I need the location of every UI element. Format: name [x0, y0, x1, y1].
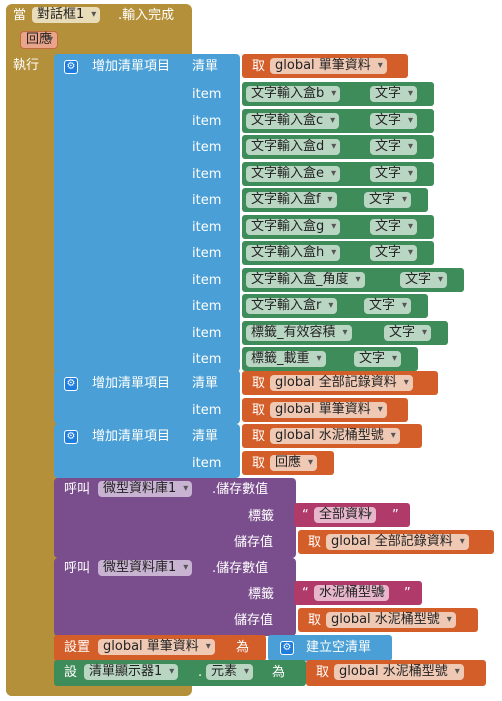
text-value[interactable]: 全部資料 — [314, 507, 377, 523]
get-label: 取 — [308, 613, 322, 628]
create-empty-list-label: 建立空清單 — [306, 640, 372, 655]
event-when-label: 當 — [13, 8, 27, 23]
var-dropdown[interactable]: global 水泥桶型號 — [270, 428, 400, 444]
add-items-label: 增加清單項目 — [92, 59, 171, 74]
call-label: 呼叫 — [64, 561, 91, 576]
item-label: item — [192, 140, 222, 155]
event-do-label: 執行 — [13, 58, 40, 73]
tag-label: 標籤 — [248, 587, 275, 602]
property-dropdown[interactable]: 元素 — [206, 664, 254, 680]
var-dropdown[interactable]: global 全部記錄資料 — [270, 375, 413, 391]
var-dropdown[interactable]: global 單筆資料 — [270, 58, 387, 74]
item-label: item — [192, 456, 222, 471]
item-label: item — [192, 246, 222, 261]
property-dropdown[interactable]: 文字 — [370, 218, 418, 235]
gear-icon[interactable]: ⚙ — [64, 377, 78, 391]
get-label: 取 — [252, 429, 266, 444]
event-param[interactable]: 回應 — [20, 31, 59, 49]
property-dropdown[interactable]: 文字 — [370, 86, 418, 102]
item-label: item — [192, 113, 222, 129]
var-dropdown[interactable]: 回應 — [270, 455, 318, 471]
method-label: .儲存數值 — [212, 482, 269, 497]
value-label: 儲存值 — [234, 613, 274, 628]
var-dropdown[interactable]: global 水泥桶型號 — [334, 664, 464, 680]
to-label: 為 — [272, 665, 286, 680]
add-items-block-3[interactable] — [54, 424, 240, 478]
get-label: 取 — [252, 376, 266, 391]
component-dropdown[interactable]: 文字輸入盒c — [246, 112, 340, 129]
set-var-dropdown[interactable]: global 單筆資料 — [98, 639, 215, 655]
get-label: 取 — [252, 403, 266, 418]
dot-label: . — [198, 665, 203, 680]
quote-open: “ — [302, 586, 309, 601]
item-label: item — [192, 219, 222, 235]
to-label: 為 — [236, 640, 250, 655]
component-dropdown[interactable]: 文字輸入盒g — [246, 218, 341, 235]
var-dropdown[interactable]: global 全部記錄資料 — [326, 534, 469, 550]
event-name-label: .輸入完成 — [118, 8, 175, 23]
gear-icon[interactable]: ⚙ — [64, 430, 78, 444]
set-label: 設置 — [64, 640, 91, 655]
property-dropdown[interactable]: 文字 — [370, 165, 418, 182]
get-label: 取 — [252, 456, 266, 471]
component-dropdown[interactable]: 文字輸入盒e — [246, 165, 340, 182]
property-dropdown[interactable]: 文字 — [400, 271, 448, 288]
gear-icon[interactable]: ⚙ — [64, 60, 78, 74]
component-dropdown[interactable]: 文字輸入盒f — [246, 192, 337, 208]
value-label: 儲存值 — [234, 535, 274, 550]
method-label: .儲存數值 — [212, 561, 269, 576]
get-label: 取 — [252, 59, 266, 74]
component-dropdown[interactable]: 清單顯示器1 — [84, 664, 179, 680]
add-items-label: 增加清單項目 — [92, 376, 171, 391]
item-label: item — [192, 325, 222, 341]
event-component-dropdown[interactable]: 對話框1 — [32, 7, 101, 23]
item-label: item — [192, 272, 222, 288]
component-dropdown[interactable]: 文字輸入盒d — [246, 139, 341, 155]
db-component-dropdown[interactable]: 微型資料庫1 — [98, 481, 193, 497]
quote-close: ” — [404, 586, 411, 601]
property-dropdown[interactable]: 文字 — [364, 192, 412, 208]
gear-icon[interactable]: ⚙ — [280, 641, 294, 655]
item-label: item — [192, 193, 222, 208]
add-items-block-1[interactable] — [54, 54, 240, 372]
component-dropdown[interactable]: 文字輸入盒r — [246, 298, 338, 314]
component-dropdown[interactable]: 標籤_有效容積 — [246, 324, 352, 341]
var-dropdown[interactable]: global 單筆資料 — [270, 402, 387, 418]
var-dropdown[interactable]: global 水泥桶型號 — [326, 612, 456, 628]
quote-open: “ — [302, 508, 309, 523]
component-dropdown[interactable]: 文字輸入盒h — [246, 245, 341, 261]
property-dropdown[interactable]: 文字 — [354, 351, 402, 367]
tag-label: 標籤 — [248, 509, 275, 524]
component-dropdown[interactable]: 文字輸入盒b — [246, 86, 341, 102]
call-label: 呼叫 — [64, 482, 91, 497]
item-label: item — [192, 166, 222, 182]
add-items-label: 增加清單項目 — [92, 429, 171, 444]
property-dropdown[interactable]: 文字 — [370, 112, 418, 129]
property-dropdown[interactable]: 文字 — [384, 324, 432, 341]
list-label: 清單 — [192, 429, 219, 444]
property-dropdown[interactable]: 文字 — [370, 245, 418, 261]
get-label: 取 — [308, 535, 322, 550]
list-label: 清單 — [192, 59, 219, 74]
add-items-block-2[interactable] — [54, 370, 240, 424]
set-label: 設 — [64, 665, 78, 680]
item-label: item — [192, 87, 222, 102]
quote-close: ” — [392, 508, 399, 523]
component-dropdown[interactable]: 文字輸入盒_角度 — [246, 271, 365, 288]
item-label: item — [192, 403, 222, 418]
property-dropdown[interactable]: 文字 — [370, 139, 418, 155]
text-value[interactable]: 水泥桶型號 — [314, 585, 390, 601]
get-label: 取 — [316, 665, 330, 680]
item-label: item — [192, 352, 222, 367]
item-label: item — [192, 299, 222, 314]
list-label: 清單 — [192, 376, 219, 391]
db-component-dropdown[interactable]: 微型資料庫1 — [98, 560, 193, 576]
property-dropdown[interactable]: 文字 — [364, 298, 412, 314]
component-dropdown[interactable]: 標籤_載重 — [246, 351, 326, 367]
